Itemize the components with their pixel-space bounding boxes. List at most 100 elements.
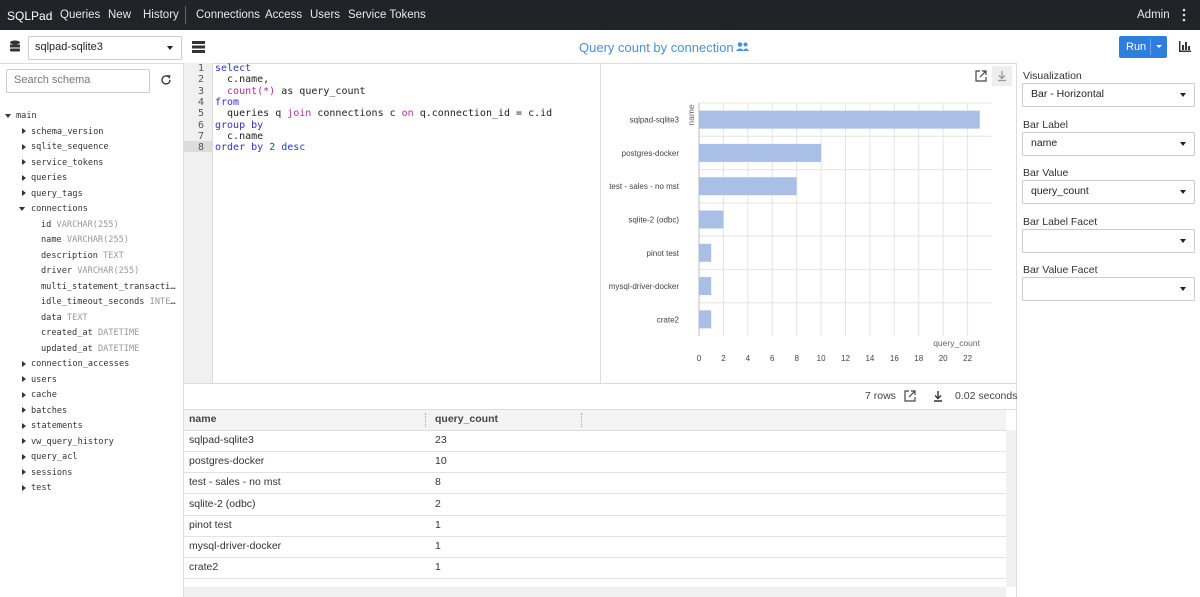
column-item: updated_at DATETIME	[41, 344, 177, 354]
field-select[interactable]	[1022, 83, 1195, 107]
run-button[interactable]	[1119, 36, 1167, 58]
column-name: data	[41, 312, 62, 323]
editor-gutter	[184, 63, 213, 383]
brand[interactable]: SQLPad	[7, 9, 53, 23]
x-tick-label: 10	[817, 354, 826, 363]
tree-item[interactable]: service_tokens	[31, 157, 104, 168]
field-select[interactable]	[1022, 180, 1195, 204]
x-tick-label: 16	[890, 354, 899, 363]
user-menu[interactable]: Admin	[1137, 9, 1170, 21]
refresh-icon[interactable]	[160, 74, 172, 86]
search-input[interactable]	[6, 69, 150, 93]
connection-name: sqlpad-sqlite3	[35, 41, 103, 53]
table-cell: 1	[435, 561, 441, 574]
caret[interactable]	[22, 438, 26, 444]
caret[interactable]	[1180, 238, 1186, 243]
x-tick-label: 6	[770, 354, 775, 363]
tree-item[interactable]: vw_query_history	[31, 436, 114, 447]
table-row	[184, 536, 1006, 558]
x-axis-label: query_count	[933, 338, 980, 348]
open-chart-icon[interactable]	[975, 70, 987, 82]
nav-link[interactable]: History	[143, 9, 179, 21]
nav-link[interactable]: Queries	[60, 9, 101, 21]
caret[interactable]	[22, 159, 26, 165]
caret[interactable]	[5, 114, 11, 118]
chart-toggle-icon[interactable]	[1179, 41, 1191, 52]
tree-item[interactable]: query_acl	[31, 452, 78, 462]
x-tick-label: 20	[939, 354, 948, 363]
nav-link[interactable]: Service Tokens	[348, 9, 426, 21]
code-token: count(*)	[215, 85, 276, 97]
column-type: VARCHAR(255)	[77, 266, 140, 276]
horizontal-scrollbar[interactable]	[184, 587, 1006, 597]
tree-item[interactable]: cache	[31, 390, 57, 400]
caret[interactable]	[22, 391, 26, 398]
caret[interactable]	[22, 484, 26, 491]
column-name: description	[41, 250, 98, 261]
caret[interactable]	[22, 407, 26, 413]
code-token: from	[215, 96, 240, 108]
nav-link[interactable]: Users	[310, 9, 341, 21]
caret[interactable]	[22, 128, 26, 134]
tree-item[interactable]: users	[31, 374, 57, 385]
caret[interactable]	[22, 360, 26, 367]
field-select[interactable]	[1022, 228, 1195, 253]
nav-link[interactable]: Access	[265, 9, 303, 21]
y-tick-label: pinot test	[647, 249, 680, 258]
run-label[interactable]: Run	[1126, 41, 1147, 53]
caret[interactable]	[1180, 287, 1186, 291]
code-token: as query_count	[275, 85, 366, 97]
vertical-scrollbar[interactable]	[1006, 430, 1016, 587]
menu-icon[interactable]	[1181, 8, 1187, 22]
tree-item[interactable]: sqlite_sequence	[31, 142, 109, 152]
code-line: group by	[215, 120, 263, 131]
column-type: VARCHAR(255)	[56, 219, 119, 230]
line-number: 5	[197, 108, 204, 120]
code-token: order by	[215, 142, 270, 154]
caret[interactable]	[22, 469, 26, 475]
tree-item[interactable]: sessions	[31, 467, 73, 478]
schema-sidebar	[0, 63, 184, 597]
code-token: group by	[215, 119, 264, 131]
tree-item[interactable]: batches	[31, 405, 68, 416]
table-cell: 8	[435, 476, 441, 489]
caret[interactable]	[22, 143, 26, 150]
field-select[interactable]	[1022, 277, 1195, 301]
caret[interactable]	[22, 376, 26, 382]
caret[interactable]	[1180, 93, 1186, 97]
open-results-icon[interactable]	[904, 390, 916, 402]
nav-link[interactable]: Connections	[196, 9, 260, 21]
tree-item[interactable]: query_tags	[31, 188, 83, 199]
code-line: from	[215, 97, 239, 108]
schema-toggle-icon[interactable]	[192, 40, 205, 53]
table-row	[184, 430, 1006, 452]
column-resizer[interactable]	[425, 413, 426, 427]
caret[interactable]	[1180, 141, 1186, 146]
tree-item[interactable]: statements	[31, 421, 83, 431]
tree-item[interactable]: schema_version	[31, 126, 104, 137]
caret[interactable]	[22, 190, 26, 196]
tree-item[interactable]: connections	[31, 204, 88, 214]
download-chart-button[interactable]	[992, 66, 1012, 86]
table-cell: pinot test	[189, 518, 232, 531]
column-resizer[interactable]	[581, 413, 582, 427]
caret[interactable]	[22, 453, 26, 460]
y-tick-label: test - sales - no mst	[609, 182, 680, 191]
field-label: Visualization	[1023, 70, 1082, 82]
caret[interactable]	[19, 207, 25, 211]
caret[interactable]	[22, 422, 26, 429]
table-cell: 2	[435, 497, 441, 510]
column-name: created_at	[41, 328, 93, 338]
caret[interactable]	[22, 174, 26, 181]
field-label: Bar Value	[1023, 167, 1069, 179]
tree-item[interactable]: connection_accesses	[31, 359, 130, 369]
nav-link[interactable]: New	[108, 9, 132, 21]
download-results-icon[interactable]	[932, 390, 944, 402]
tree-item[interactable]: queries	[31, 173, 68, 183]
caret[interactable]	[1180, 190, 1186, 194]
table-cell: 10	[435, 455, 447, 468]
field-select[interactable]	[1022, 131, 1195, 156]
table-row	[184, 494, 1006, 516]
connection-select[interactable]	[28, 36, 182, 60]
tree-item[interactable]: test	[31, 483, 52, 493]
